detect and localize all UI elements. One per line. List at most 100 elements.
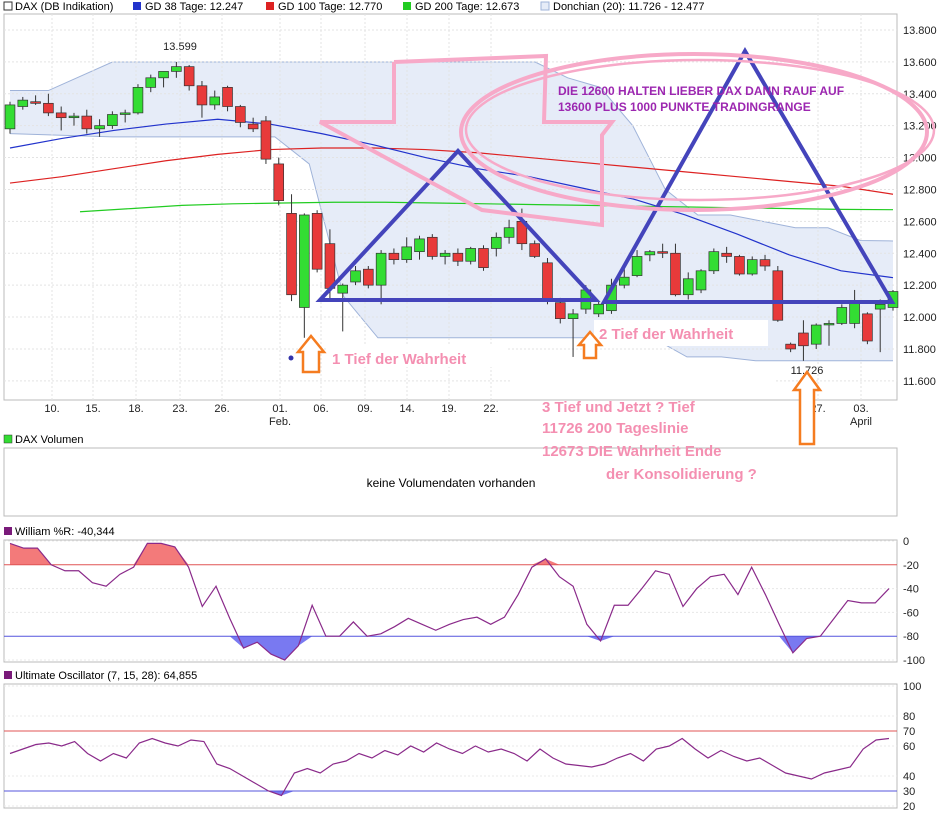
gd100-line xyxy=(9,147,894,195)
candle-body xyxy=(324,243,336,289)
x-tick-sublabel: April xyxy=(850,416,872,428)
candle-body xyxy=(235,106,246,123)
ultimate-tick-label: 100 xyxy=(903,681,921,693)
williams-tick-label: -100 xyxy=(903,655,925,667)
candle-body xyxy=(273,163,285,201)
y-tick-label: 11.800 xyxy=(903,344,936,356)
volume-message: keine Volumendaten vorhanden xyxy=(367,476,536,490)
legend-swatch-dax xyxy=(3,1,13,11)
candle-body xyxy=(337,284,348,294)
y-tick-label: 12.400 xyxy=(903,248,937,260)
candle-body xyxy=(196,85,208,106)
candle-body xyxy=(542,262,553,300)
williams-tick-label: -20 xyxy=(903,560,919,572)
candle-body xyxy=(363,268,374,286)
candle-body xyxy=(657,251,668,254)
candle-body xyxy=(555,302,566,320)
candle-body xyxy=(593,303,604,315)
tief1-bg xyxy=(326,345,506,367)
y-tick-label: 12.600 xyxy=(903,216,937,228)
candle-body xyxy=(158,71,169,79)
note-line-1: DIE 12600 HALTEN LIEBER DAX DANN RAUF AU… xyxy=(558,84,844,98)
candle-body xyxy=(618,276,630,286)
orange-arrow-3 xyxy=(791,369,823,446)
candle-body xyxy=(68,115,80,119)
candle-body xyxy=(350,270,361,283)
candle-body xyxy=(4,104,16,130)
candle-body xyxy=(222,87,233,107)
x-tick-label: 15. xyxy=(85,403,100,415)
ultimate-line xyxy=(9,737,890,797)
candle-body xyxy=(503,227,515,238)
x-tick-label: 14. xyxy=(399,403,414,415)
y-tick-label: 12.200 xyxy=(903,280,937,292)
williams-legend-swatch xyxy=(4,527,12,535)
candle-body xyxy=(631,256,643,276)
candle-body xyxy=(874,303,886,310)
candle-body xyxy=(465,248,476,262)
williams-tick-label: -80 xyxy=(903,631,919,643)
candle-body xyxy=(682,278,694,296)
tief3-line-4: der Konsolidierung ? xyxy=(606,466,757,483)
triangle-left xyxy=(315,148,601,302)
y-tick-label: 13.600 xyxy=(903,57,937,69)
y-tick-label: 13.400 xyxy=(903,89,937,101)
candle-body xyxy=(183,66,195,87)
tief2-bg xyxy=(594,320,768,346)
candle-body xyxy=(299,214,310,308)
x-tick-label: 26. xyxy=(214,403,229,415)
x-tick-sublabel: Feb. xyxy=(269,416,291,428)
williams-tick-label: -60 xyxy=(903,607,919,619)
williams-title: William %R: -40,344 xyxy=(15,526,115,538)
tief2-label: 2 Tief der Wahrheit xyxy=(599,326,733,343)
legend-gd100: GD 100 Tage: 12.770 xyxy=(278,1,382,13)
candle-body xyxy=(439,252,451,257)
candle-body xyxy=(132,87,144,114)
candle-body xyxy=(772,270,784,321)
gd38-line xyxy=(9,118,894,279)
y-tick-label: 13.800 xyxy=(903,25,937,37)
ultimate-tick-label: 30 xyxy=(903,786,915,798)
x-tick-label: 18. xyxy=(128,403,143,415)
candle-body xyxy=(478,248,489,268)
candle-body xyxy=(887,291,899,308)
y-tick-label: 11.600 xyxy=(903,376,936,388)
tief3-line-2: 11726 200 Tageslinie xyxy=(542,420,689,437)
ultimate-tick-label: 80 xyxy=(903,711,915,723)
candle-body xyxy=(785,343,796,350)
candle-body xyxy=(567,313,579,320)
volume-title: DAX Volumen xyxy=(15,434,83,446)
candle-body xyxy=(17,99,29,107)
candle-body xyxy=(452,252,464,262)
legend-dax: DAX (DB Indikation) xyxy=(15,1,113,13)
volume-legend-swatch xyxy=(3,434,13,444)
x-tick-label: 09. xyxy=(357,403,372,415)
williams-tick-label: 0 xyxy=(903,536,909,548)
williams-oversold-fill xyxy=(10,636,889,660)
x-tick-label: 19. xyxy=(441,403,456,415)
candle-body xyxy=(388,252,400,260)
x-tick-label: 01. xyxy=(272,403,287,415)
candle-body xyxy=(836,307,848,324)
high-label: 13.599 xyxy=(163,41,197,53)
candle-body xyxy=(798,332,809,347)
candle-body xyxy=(849,302,860,324)
x-tick-label: 10. xyxy=(44,403,59,415)
legend-donchian: Donchian (20): 11.726 - 12.477 xyxy=(553,1,704,13)
triangle-right xyxy=(600,46,896,304)
williams-line xyxy=(9,542,890,661)
ultimate-tick-label: 70 xyxy=(903,726,915,738)
legend-gd38: GD 38 Tage: 12.247 xyxy=(145,1,243,13)
candle-body xyxy=(81,115,93,130)
donchian-lower-line xyxy=(9,133,893,362)
candle-body xyxy=(734,256,745,275)
orange-arrow-2 xyxy=(576,330,604,360)
main-legend: DAX (DB Indikation) GD 38 Tage: 12.247 G… xyxy=(3,1,704,13)
candle-body xyxy=(810,324,822,345)
candle-body xyxy=(171,66,182,72)
candle-body xyxy=(759,259,771,267)
legend-swatch-gd100 xyxy=(266,2,274,10)
x-tick-label: 03. xyxy=(853,403,868,415)
tief3-bg xyxy=(510,364,776,398)
